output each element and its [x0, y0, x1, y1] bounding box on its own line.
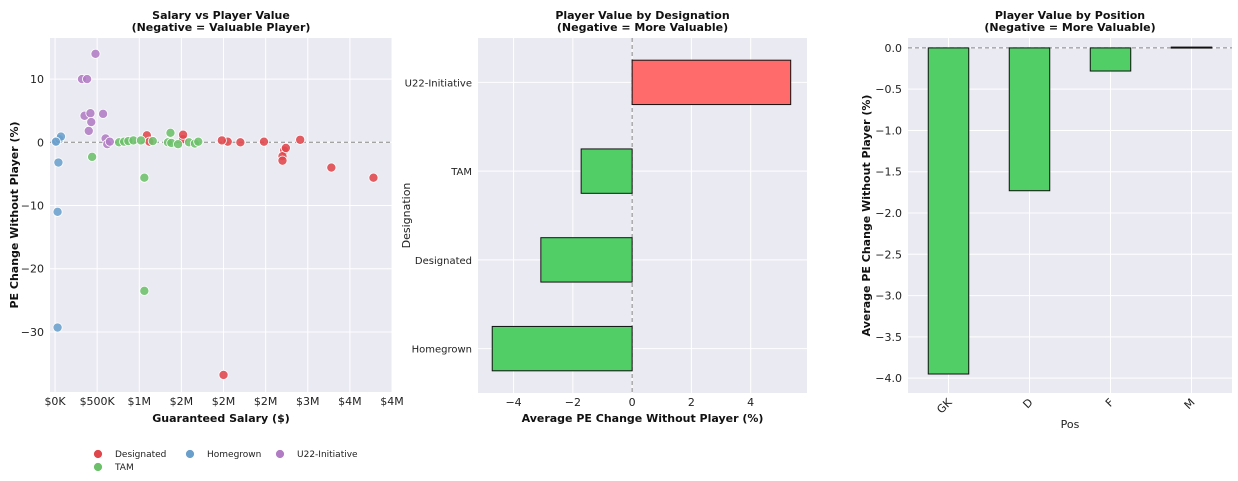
scatter-point-designated: [178, 129, 189, 140]
scatter-y-tick-label: 0: [37, 136, 44, 149]
designation-category-label: Homegrown: [412, 345, 472, 356]
position-title: Player Value by Position: [995, 9, 1145, 22]
scatter-point-tam: [147, 136, 158, 147]
scatter-point-tam: [193, 136, 204, 147]
scatter-x-tick-label: $500K: [80, 395, 116, 408]
position-category-label: F: [1103, 396, 1117, 410]
scatter-plot-area: [50, 38, 392, 392]
position-category-label: M: [1182, 396, 1198, 412]
scatter-point-homegrown: [50, 136, 61, 147]
scatter-point-u22-initiative: [98, 108, 109, 119]
designation-category-label: Designated: [415, 256, 472, 267]
designation-bar-tam: [580, 148, 633, 194]
position-bar-f: [1089, 47, 1132, 72]
designation-category-label: TAM: [450, 167, 472, 178]
legend-label-designated: Designated: [115, 450, 166, 460]
scatter-x-tick-label: $2M: [212, 395, 236, 408]
scatter-point-u22-initiative: [82, 74, 93, 85]
position-bar-m: [1170, 46, 1213, 49]
position-y-tick-label: −4.0: [875, 372, 902, 385]
scatter-x-tick-label: $4M: [338, 395, 362, 408]
scatter-point-u22-initiative: [83, 125, 94, 136]
legend-marker-designated: [93, 449, 103, 459]
scatter-y-axis-label: PE Change Without Player (%): [8, 121, 21, 308]
designation-bar-homegrown: [491, 325, 633, 372]
scatter-point-designated: [326, 162, 337, 173]
position-y-tick-label: −3.0: [875, 290, 902, 303]
position-bar-gk: [927, 47, 970, 375]
scatter-point-tam: [173, 139, 184, 150]
designation-x-tick-label: −2: [565, 396, 581, 409]
scatter-point-tam: [139, 285, 150, 296]
legend-marker-tam: [93, 462, 103, 472]
scatter-point-tam: [165, 127, 176, 138]
scatter-x-axis-label: Guaranteed Salary ($): [152, 412, 290, 425]
scatter-x-tick-label: $1M: [128, 395, 152, 408]
scatter-y-tick-label: −10: [21, 200, 44, 213]
designation-x-tick-label: 2: [688, 396, 695, 409]
scatter-x-tick-label: $3M: [296, 395, 320, 408]
scatter-point-u22-initiative: [90, 48, 101, 59]
scatter-point-designated: [216, 135, 227, 146]
position-y-tick-label: −2.0: [875, 207, 902, 220]
position-y-tick-label: 0.0: [885, 42, 903, 55]
scatter-y-tick-label: −20: [21, 263, 44, 276]
scatter-point-u22-initiative: [104, 136, 115, 147]
position-y-tick-label: −2.5: [875, 248, 902, 261]
designation-bar-u22-initiative: [631, 59, 792, 106]
position-bar-d: [1008, 47, 1051, 192]
legend-label-tam: TAM: [114, 463, 134, 473]
position-y-tick-label: −3.5: [875, 331, 902, 344]
scatter-title: Salary vs Player Value: [152, 9, 290, 22]
designation-x-tick-label: 4: [747, 396, 754, 409]
position-y-tick-label: −1.5: [875, 166, 902, 179]
position-category-label: D: [1020, 396, 1035, 411]
scatter-point-designated: [295, 134, 306, 145]
scatter-subtitle: (Negative = Valuable Player): [132, 21, 311, 34]
scatter-point-homegrown: [53, 157, 64, 168]
position-y-tick-label: −0.5: [875, 83, 902, 96]
scatter-point-u22-initiative: [85, 108, 96, 119]
designation-y-axis-label: Designation: [400, 183, 413, 249]
legend-label-u22-initiative: U22-Initiative: [297, 450, 358, 460]
position-y-tick-label: −1.0: [875, 124, 902, 137]
scatter-point-designated: [235, 137, 246, 148]
designation-x-axis-label: Average PE Change Without Player (%): [522, 412, 764, 425]
scatter-point-designated: [218, 369, 229, 380]
designation-x-tick-label: −4: [505, 396, 521, 409]
scatter-point-homegrown: [52, 206, 63, 217]
scatter-point-u22-initiative: [86, 117, 97, 128]
scatter-point-tam: [87, 151, 98, 162]
legend-marker-homegrown: [185, 449, 195, 459]
position-x-axis-label: Pos: [1061, 418, 1080, 431]
position-category-label: GK: [934, 395, 955, 416]
legend-marker-u22-initiative: [275, 449, 285, 459]
scatter-y-tick-label: 10: [30, 73, 44, 86]
scatter-x-tick-label: $4M: [380, 395, 404, 408]
position-y-axis-label: Average PE Change Without Player (%): [860, 95, 873, 337]
position-subtitle: (Negative = More Valuable): [984, 21, 1155, 34]
scatter-x-tick-label: $0K: [44, 395, 66, 408]
scatter-y-tick-label: −30: [21, 326, 44, 339]
scatter-point-tam: [135, 135, 146, 146]
scatter-point-designated: [368, 172, 379, 183]
designation-category-label: U22-Initiative: [405, 78, 472, 89]
scatter-x-tick-label: $2M: [170, 395, 194, 408]
designation-subtitle: (Negative = More Valuable): [557, 21, 728, 34]
scatter-point-designated: [258, 136, 269, 147]
scatter-point-homegrown: [52, 322, 63, 333]
scatter-x-tick-label: $2M: [254, 395, 278, 408]
designation-title: Player Value by Designation: [555, 9, 729, 22]
scatter-point-designated: [277, 155, 288, 166]
designation-bar-designated: [540, 237, 633, 283]
scatter-point-designated: [280, 142, 291, 153]
scatter-point-tam: [139, 172, 150, 183]
legend-label-homegrown: Homegrown: [207, 450, 261, 460]
designation-x-tick-label: 0: [629, 396, 636, 409]
